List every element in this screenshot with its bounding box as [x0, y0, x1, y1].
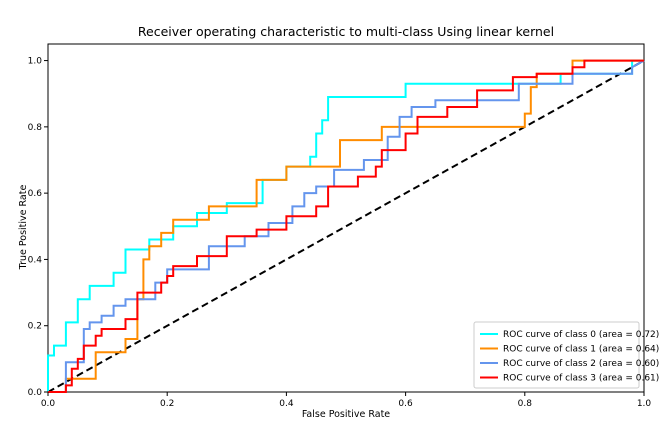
y-tick-label: 1.0	[28, 57, 43, 67]
x-tick-label: 0.0	[41, 399, 56, 409]
chance-diagonal-line	[47, 59, 645, 393]
x-tick-label: 0.8	[518, 399, 533, 409]
x-tick-label: 0.4	[279, 399, 294, 409]
y-tick-label: 0.6	[28, 189, 43, 199]
plot-frame	[47, 43, 645, 393]
x-tick-label: 1.0	[637, 399, 652, 409]
roc-curve-class-1	[48, 59, 644, 393]
legend-label-class-0: ROC curve of class 0 (area = 0.72)	[503, 330, 659, 340]
legend-label-class-2: ROC curve of class 2 (area = 0.60)	[503, 359, 659, 369]
roc-curve-class-0	[47, 59, 644, 392]
y-tick-label: 0.2	[28, 322, 42, 332]
x-tick-label: 0.6	[398, 399, 413, 409]
y-tick-label: 0.0	[28, 388, 43, 398]
roc-curve-class-2	[48, 59, 645, 393]
roc-curve-class-3	[48, 59, 644, 393]
x-tick-label: 0.2	[160, 399, 174, 409]
legend-label-class-1: ROC curve of class 1 (area = 0.64)	[503, 345, 659, 355]
y-tick-label: 0.8	[28, 123, 43, 133]
chart-title: Receiver operating characteristic to mul…	[138, 24, 554, 39]
legend-label-class-3: ROC curve of class 3 (area = 0.61)	[503, 374, 659, 384]
x-axis-label: False Positive Rate	[302, 409, 390, 420]
legend: ROC curve of class 0 (area = 0.72) ROC cu…	[473, 321, 659, 389]
y-axis-label: True Positive Rate	[18, 185, 29, 271]
legend-box	[473, 321, 640, 389]
y-tick-label: 0.4	[28, 255, 43, 265]
